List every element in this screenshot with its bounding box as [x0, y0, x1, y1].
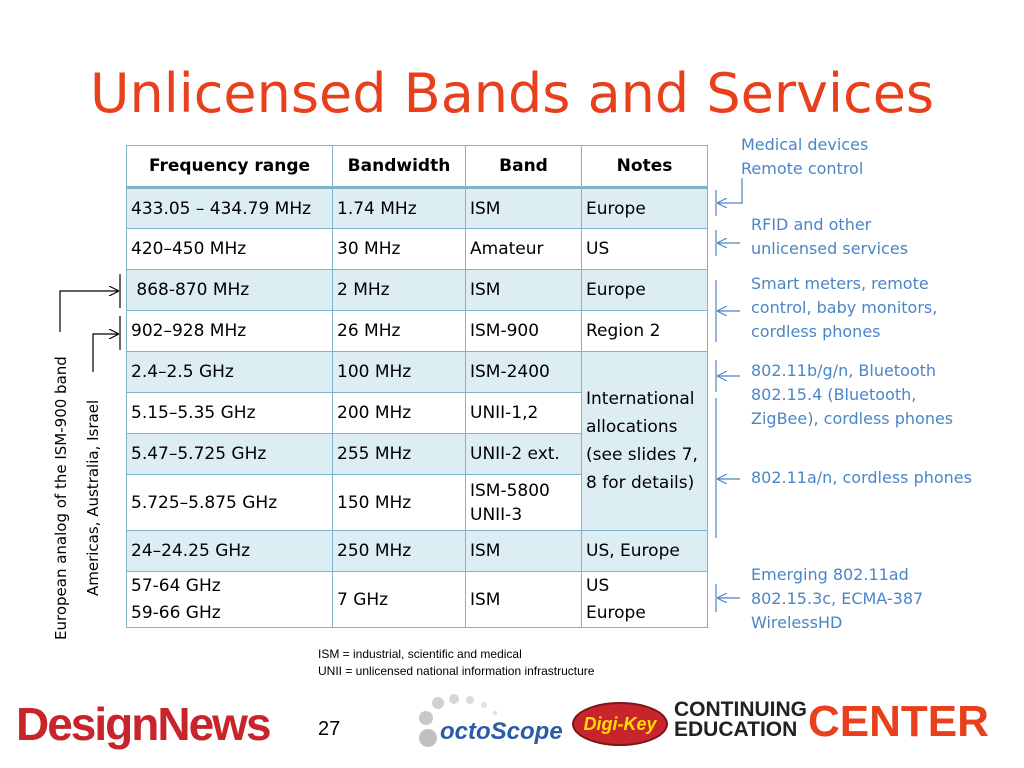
side-note-60ghz: Emerging 802.11ad 802.15.3c, ECMA-387 Wi…	[751, 565, 924, 632]
cell-bandwidth: 1.74 MHz	[332, 187, 466, 229]
ce-line-education: EDUCATION	[674, 718, 798, 741]
side-note-medical: Medical devices Remote control	[741, 135, 869, 178]
cell-bandwidth: 30 MHz	[332, 228, 466, 270]
cell-frequency: 433.05 – 434.79 MHz	[126, 187, 333, 229]
bands-table: Frequency range Bandwidth Band Notes 433…	[126, 145, 708, 628]
digikey-logo: Digi-Key	[572, 702, 668, 746]
table-row: 5.725–5.875 GHz 150 MHz ISM-5800 UNII-3	[126, 474, 708, 531]
table-header-row: Frequency range Bandwidth Band Notes	[126, 145, 708, 189]
arrow-americas	[92, 316, 121, 372]
side-note-wifi-24: 802.11b/g/n, Bluetooth 802.15.4 (Bluetoo…	[751, 361, 954, 428]
header-notes: Notes	[581, 145, 708, 189]
cell-band: ISM-2400	[465, 351, 582, 393]
cell-band: ISM-5800 UNII-3	[465, 474, 582, 531]
cell-band: Amateur	[465, 228, 582, 270]
octoscope-logo: octoScope	[440, 718, 563, 745]
cell-notes: US Europe	[581, 571, 708, 628]
cell-frequency: 2.4–2.5 GHz	[126, 351, 333, 393]
table-row: 420–450 MHz 30 MHz Amateur US	[126, 228, 708, 270]
cell-band: ISM	[465, 269, 582, 311]
cell-band: ISM	[465, 571, 582, 628]
cell-frequency: 5.725–5.875 GHz	[126, 474, 333, 531]
ce-line-continuing: CONTINUING	[674, 698, 807, 721]
arrow-wifi-24	[715, 360, 740, 392]
table-row: 57-64 GHz 59-66 GHz 7 GHz ISM US Europe	[126, 571, 708, 628]
center-logo: CENTER	[808, 697, 989, 746]
page-number: 27	[318, 718, 341, 740]
side-note-rfid: RFID and other unlicensed services	[751, 215, 909, 258]
design-news-logo: DesignNews	[16, 698, 272, 750]
footnote-unii: UNII = unlicensed national information i…	[318, 664, 595, 678]
cell-frequency: 57-64 GHz 59-66 GHz	[126, 571, 333, 628]
table-row: 5.47–5.725 GHz 255 MHz UNII-2 ext.	[126, 433, 708, 475]
arrow-european	[59, 274, 121, 332]
footnote-ism: ISM = industrial, scientific and medical	[318, 647, 522, 661]
table-row: 5.15–5.35 GHz 200 MHz UNII-1,2	[126, 392, 708, 434]
cell-bandwidth: 255 MHz	[332, 433, 466, 475]
cell-notes: US, Europe	[581, 530, 708, 572]
cell-bandwidth: 250 MHz	[332, 530, 466, 572]
octoscope-dots-icon	[419, 694, 498, 747]
cell-notes: US	[581, 228, 708, 270]
arrow-rfid	[715, 230, 740, 256]
cell-band: ISM	[465, 187, 582, 229]
cell-frequency: 5.47–5.725 GHz	[126, 433, 333, 475]
arrow-smart-meters	[715, 280, 740, 342]
cell-band: ISM	[465, 530, 582, 572]
cell-bandwidth: 200 MHz	[332, 392, 466, 434]
cell-notes: Europe	[581, 187, 708, 229]
cell-frequency: 868-870 MHz	[126, 269, 333, 311]
cell-bandwidth: 150 MHz	[332, 474, 466, 531]
cell-band: UNII-2 ext.	[465, 433, 582, 475]
cell-bandwidth: 7 GHz	[332, 571, 466, 628]
table-row: 868-870 MHz 2 MHz ISM Europe	[126, 269, 708, 311]
header-bandwidth: Bandwidth	[332, 145, 466, 189]
cell-band: UNII-1,2	[465, 392, 582, 434]
cell-frequency: 420–450 MHz	[126, 228, 333, 270]
slide-title: Unlicensed Bands and Services	[89, 62, 935, 125]
arrow-medical	[715, 178, 743, 216]
cell-notes: Region 2	[581, 310, 708, 352]
cell-notes-merged: International allocations (see slides 7,…	[581, 351, 708, 531]
arrow-60ghz	[715, 584, 740, 612]
cell-frequency: 5.15–5.35 GHz	[126, 392, 333, 434]
footnotes: ISM = industrial, scientific and medical…	[318, 646, 594, 680]
cell-bandwidth: 2 MHz	[332, 269, 466, 311]
continuing-education-logo: CONTINUING EDUCATION	[674, 698, 807, 741]
table-row: 24–24.25 GHz 250 MHz ISM US, Europe	[126, 530, 708, 572]
table-row: 433.05 – 434.79 MHz 1.74 MHz ISM Europe	[126, 187, 708, 229]
side-note-wifi-5: 802.11a/n, cordless phones	[751, 468, 972, 487]
cell-band: ISM-900	[465, 310, 582, 352]
arrow-wifi-5	[715, 398, 740, 538]
side-note-smart-meters: Smart meters, remote control, baby monit…	[751, 274, 938, 341]
header-frequency: Frequency range	[126, 145, 333, 189]
